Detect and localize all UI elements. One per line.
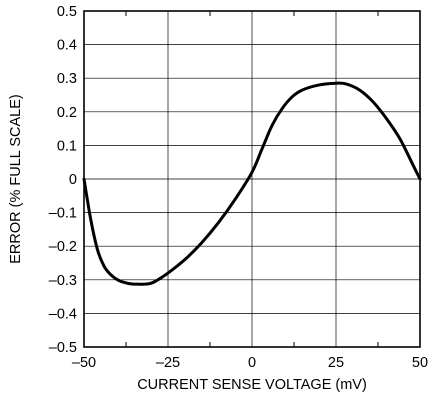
y-axis-title: ERROR (% FULL SCALE) [8,94,24,263]
x-tick-labels: –50 –25 0 25 50 [72,355,428,371]
y-tick-label: 0.3 [57,71,77,87]
y-tick-label: –0.3 [49,273,77,289]
y-tick-labels: 0.5 0.4 0.3 0.2 0.1 0 –0.1 –0.2 –0.3 –0.4 –0.5 [49,4,77,356]
y-tick-label: 0 [69,172,77,188]
x-tick-label: 0 [248,355,256,371]
y-tick-label: 0.1 [57,138,77,154]
series-layer [82,81,422,286]
x-tick-label: –25 [156,355,180,371]
y-tick-label: 0.2 [57,105,77,121]
x-tick-label: 50 [412,355,428,371]
y-tick-label: 0.5 [57,4,77,20]
x-tick-label: 25 [328,355,344,371]
x-axis-title: CURRENT SENSE VOLTAGE (mV) [137,377,367,393]
axis-ticks [125,11,379,347]
x-tick-label: –50 [72,355,96,371]
y-tick-label: –0.2 [49,239,77,255]
y-tick-label: –0.4 [49,306,77,322]
y-tick-label: –0.1 [49,206,77,222]
grid-lines [83,10,421,348]
y-tick-label: 0.4 [57,38,77,54]
y-tick-label: –0.5 [49,340,77,356]
series-line [82,81,422,286]
